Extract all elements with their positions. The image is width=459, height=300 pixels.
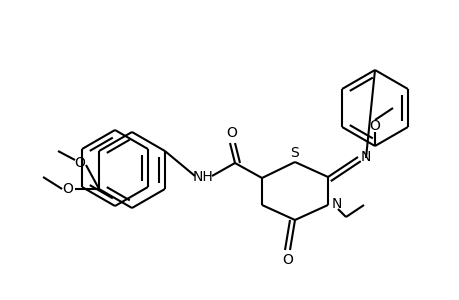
Text: O: O <box>74 156 85 170</box>
Text: O: O <box>62 182 73 196</box>
Text: N: N <box>360 150 370 164</box>
Text: O: O <box>226 126 237 140</box>
Text: O: O <box>369 119 380 133</box>
Text: NH: NH <box>192 170 213 184</box>
Text: N: N <box>331 197 341 211</box>
Text: S: S <box>290 146 299 160</box>
Text: O: O <box>282 253 293 267</box>
